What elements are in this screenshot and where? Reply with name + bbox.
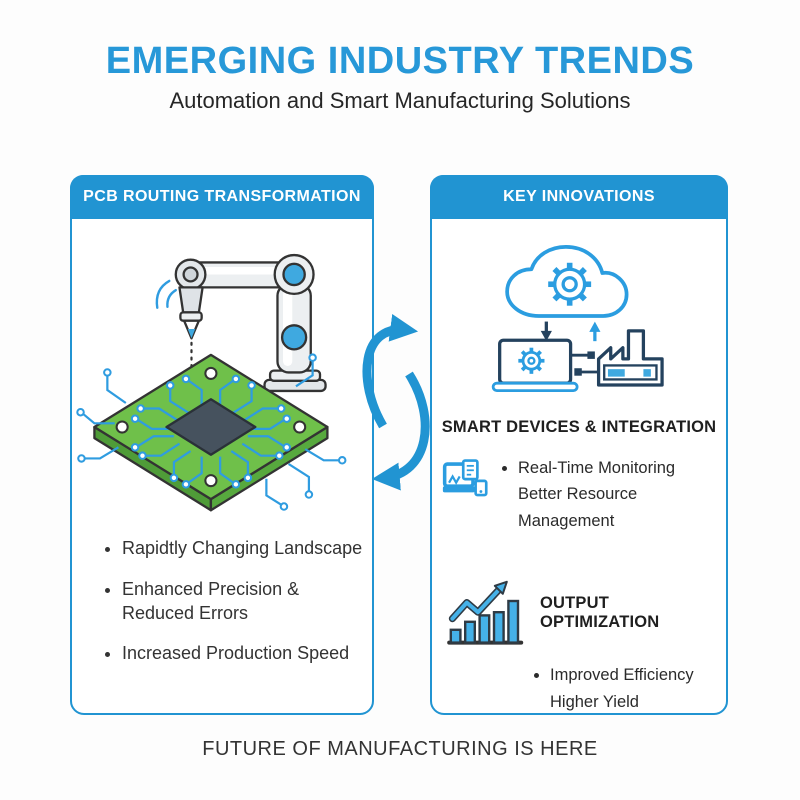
robot-arm-icon (174, 253, 327, 393)
page-subtitle: Automation and Smart Manufacturing Solut… (169, 88, 631, 113)
gear-icon (547, 261, 593, 307)
list-item: Improved Efficiency Higher Yield (550, 662, 726, 715)
cloud-automation-cluster (491, 245, 664, 393)
pcb-bullet-list: Rapidtly Changing Landscape Enhanced Pre… (102, 537, 372, 666)
laptop-gear-icon (491, 338, 579, 393)
smart-devices-heading: SMART DEVICES & INTEGRATION (441, 418, 717, 436)
upload-arrow-icon (589, 321, 601, 342)
innovations-panel-header: KEY INNOVATIONS (430, 175, 728, 219)
pcb-routing-panel: PCB ROUTING TRANSFORMATION (70, 175, 374, 715)
list-item: Rapidtly Changing Landscape (122, 537, 364, 561)
smart-devices-icon (442, 459, 488, 497)
connector-lines (570, 351, 599, 376)
list-item: Real-Time Monitoring Better Resource Man… (518, 455, 720, 534)
signal-waves-icon (155, 279, 177, 309)
output-optimization-heading: OUTPUT OPTIMIZATION (540, 594, 660, 632)
exchange-arrows-icon (362, 314, 430, 491)
pcb-robot-arm-illustration (76, 253, 347, 512)
growth-bar-chart-icon (447, 580, 524, 645)
footer-tagline: FUTURE OF MANUFACTURING IS HERE (202, 738, 598, 760)
trace-pads (76, 353, 347, 511)
list-item: Enhanced Precision & Reduced Errors (122, 578, 364, 626)
pcb-panel-header: PCB ROUTING TRANSFORMATION (70, 175, 374, 219)
output-optimization-row: OUTPUT OPTIMIZATION (446, 576, 726, 650)
factory-icon (596, 329, 664, 387)
smart-devices-row: Real-Time Monitoring Better Resource Man… (442, 455, 720, 534)
smart-devices-bullets: Real-Time Monitoring Better Resource Man… (496, 455, 720, 534)
key-innovations-panel: KEY INNOVATIONS (430, 175, 728, 715)
circuit-traces (82, 360, 339, 506)
list-item: Increased Production Speed (122, 642, 364, 666)
mounting-holes (115, 366, 307, 488)
output-optimization-bullets: Improved Efficiency Higher Yield (432, 662, 726, 715)
page-title: EMERGING INDUSTRY TRENDS (105, 40, 695, 82)
pcb-board-icon (76, 353, 347, 512)
download-arrow-icon (540, 321, 552, 342)
chip-icon (165, 398, 257, 456)
